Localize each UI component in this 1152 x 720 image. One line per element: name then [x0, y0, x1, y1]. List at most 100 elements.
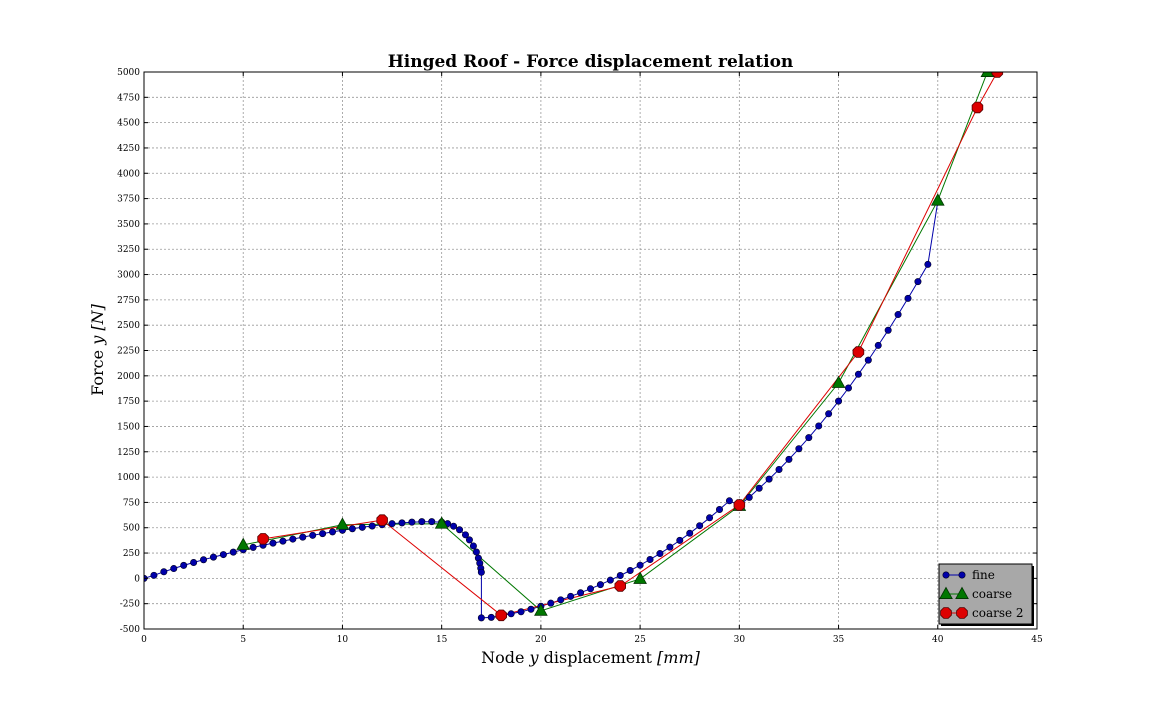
- data-point-fine: [170, 565, 178, 573]
- data-point-fine: [487, 613, 495, 621]
- data-point-fine: [465, 536, 473, 544]
- data-point-coarse: [633, 571, 647, 584]
- data-point-fine: [398, 519, 406, 527]
- data-point-fine: [656, 550, 664, 558]
- data-point-fine: [606, 576, 614, 584]
- data-point-fine: [160, 568, 168, 576]
- data-point-fine: [854, 370, 862, 378]
- data-point-coarse: [434, 516, 449, 529]
- data-point-fine: [289, 535, 297, 543]
- x-tick-label: 10: [337, 635, 349, 645]
- data-point-coarse-2: [495, 609, 508, 622]
- tick-layer: 0 5 10 15 20 25 30 35 40 45 -500 -250 0 250 500 750 1000…: [117, 68, 1043, 645]
- y-tick-label: 2500: [117, 321, 140, 331]
- data-point-fine: [472, 548, 480, 556]
- data-point-fine: [527, 605, 535, 613]
- y-tick-label: -250: [120, 600, 140, 610]
- data-point-fine: [200, 556, 208, 564]
- y-tick-label: 1750: [117, 397, 140, 407]
- x-tick-label: 45: [1031, 635, 1043, 645]
- data-point-fine: [557, 596, 565, 604]
- data-point-coarse-2: [991, 72, 1004, 78]
- y-tick-label: 3000: [117, 271, 140, 281]
- y-tick-label: 3500: [117, 220, 140, 230]
- data-point-fine: [894, 311, 902, 319]
- legend-marker: [940, 607, 952, 619]
- data-point-fine: [428, 518, 436, 526]
- x-tick-label: 15: [436, 635, 448, 645]
- grid-layer: [144, 72, 1037, 629]
- data-point-fine: [835, 397, 843, 405]
- data-point-fine: [725, 497, 733, 505]
- y-tick-label: 1000: [117, 473, 140, 483]
- data-point-fine: [765, 475, 773, 483]
- legend-marker: [942, 571, 950, 579]
- y-tick-label: 500: [123, 524, 140, 534]
- data-point-fine: [190, 558, 198, 566]
- data-point-fine: [686, 529, 694, 537]
- data-point-fine: [309, 531, 317, 539]
- legend-marker: [958, 571, 966, 579]
- data-point-fine: [775, 465, 783, 473]
- y-tick-label: 1500: [117, 422, 140, 432]
- data-point-fine: [864, 356, 872, 364]
- data-point-fine: [755, 484, 763, 492]
- data-point-fine: [795, 445, 803, 453]
- x-tick-label: 35: [833, 635, 845, 645]
- y-tick-label: 2250: [117, 347, 140, 357]
- data-point-fine: [666, 543, 674, 551]
- data-point-fine: [577, 589, 585, 597]
- y-tick-label: 5000: [117, 68, 140, 78]
- data-point-coarse-2: [614, 580, 626, 592]
- y-tick-label: 4000: [117, 169, 140, 179]
- data-point-fine: [150, 571, 158, 579]
- data-point-fine: [477, 614, 485, 622]
- data-point-coarse: [236, 537, 251, 550]
- data-point-fine: [358, 523, 366, 531]
- data-point-fine: [586, 585, 594, 593]
- legend-marker: [956, 607, 968, 619]
- data-point-fine: [408, 518, 416, 526]
- y-tick-label: 3750: [117, 195, 140, 205]
- legend-label: coarse 2: [972, 606, 1024, 620]
- data-point-coarse: [930, 193, 945, 206]
- data-point-fine: [368, 522, 376, 530]
- x-tick-label: 0: [141, 635, 147, 645]
- y-tick-label: 250: [123, 549, 140, 559]
- x-tick-label: 25: [634, 635, 646, 645]
- data-point-fine: [636, 561, 644, 569]
- data-point-fine: [626, 566, 634, 574]
- data-point-fine: [279, 537, 287, 545]
- y-tick-label: 750: [123, 498, 140, 508]
- data-point-coarse-2: [852, 346, 865, 358]
- data-point-fine: [676, 536, 684, 544]
- y-tick-label: 4500: [117, 119, 140, 129]
- data-point-fine: [596, 581, 604, 589]
- data-point-fine: [884, 326, 892, 334]
- data-point-coarse: [831, 375, 846, 388]
- data-point-coarse-2: [733, 499, 746, 511]
- series-line-coarse-2: [263, 72, 998, 616]
- data-point-fine: [180, 561, 188, 569]
- legend-label: fine: [972, 568, 995, 582]
- data-point-fine: [469, 542, 477, 550]
- data-point-fine: [904, 294, 912, 302]
- y-tick-label: 3250: [117, 245, 140, 255]
- y-tick-label: 0: [134, 574, 140, 584]
- data-point-fine: [696, 522, 704, 530]
- x-tick-label: 20: [535, 635, 547, 645]
- y-tick-label: 4750: [117, 93, 140, 103]
- data-point-fine: [715, 505, 723, 513]
- data-point-fine: [269, 539, 277, 547]
- data-point-fine: [805, 434, 813, 442]
- y-tick-label: 1250: [117, 448, 140, 458]
- data-point-fine: [844, 384, 852, 392]
- data-point-fine: [388, 520, 396, 528]
- data-point-fine: [924, 260, 932, 268]
- data-point-fine: [914, 278, 922, 286]
- data-point-coarse-2: [971, 101, 984, 114]
- data-point-coarse-2: [257, 533, 269, 545]
- data-point-fine: [616, 572, 624, 580]
- data-point-fine: [825, 410, 833, 418]
- data-point-fine: [874, 341, 882, 349]
